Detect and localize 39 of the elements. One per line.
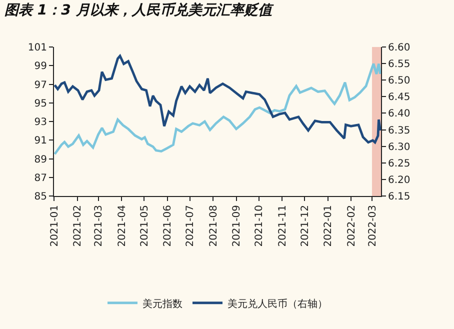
y2-tick-label: 6.60 bbox=[388, 42, 410, 54]
x-tick-label: 2021-11 bbox=[277, 205, 288, 247]
x-tick-label: 2021-10 bbox=[254, 205, 265, 247]
y2-tick-label: 6.50 bbox=[388, 76, 410, 87]
y2-tick-label: 6.45 bbox=[388, 92, 410, 104]
line-series bbox=[54, 54, 381, 144]
y-tick-label: 99 bbox=[34, 61, 47, 72]
y2-tick-label: 6.25 bbox=[388, 158, 410, 170]
x-tick-label: 2022-01 bbox=[323, 205, 334, 247]
x-tick-label: 2022-03 bbox=[367, 205, 378, 247]
y-tick-label: 97 bbox=[34, 80, 47, 91]
x-tick-label: 2021-08 bbox=[208, 205, 220, 247]
chart-title: 图表 1：3 月以来，人民币兑美元汇率贬值 bbox=[4, 2, 274, 19]
x-tick-label: 2021-09 bbox=[232, 205, 242, 247]
y2-tick-label: 6.35 bbox=[388, 125, 410, 136]
y2-tick-label: 6.55 bbox=[388, 59, 410, 70]
y2-tick-label: 6.20 bbox=[388, 174, 410, 186]
x-tick-label: 2021-12 bbox=[300, 205, 311, 247]
y-tick-label: 93 bbox=[34, 117, 47, 128]
y-tick-label: 91 bbox=[34, 136, 47, 147]
x-tick-label: 2022-02 bbox=[346, 205, 358, 247]
y-tick-label: 85 bbox=[34, 192, 47, 202]
x-tick-label: 2021-02 bbox=[72, 205, 84, 247]
legend-label: 美元兑人民币（右轴） bbox=[228, 298, 328, 310]
y-tick-label: 89 bbox=[34, 154, 47, 166]
x-tick-label: 2021-06 bbox=[162, 205, 174, 247]
x-tick-label: 2021-04 bbox=[116, 205, 128, 247]
x-tick-label: 2021-01 bbox=[49, 205, 60, 247]
y-tick-label: 95 bbox=[34, 98, 47, 110]
y-tick-label: 101 bbox=[28, 42, 47, 54]
x-tick-label: 2021-03 bbox=[94, 205, 104, 247]
x-tick-label: 2021-07 bbox=[185, 205, 196, 247]
y-tick-label: 87 bbox=[34, 172, 47, 184]
line-series bbox=[54, 62, 381, 156]
y2-tick-label: 6.40 bbox=[388, 108, 410, 120]
y2-tick-label: 6.30 bbox=[388, 142, 410, 153]
legend-label: 美元指数 bbox=[142, 298, 182, 310]
x-tick-label: 2021-05 bbox=[139, 205, 150, 247]
y2-tick-label: 6.15 bbox=[388, 192, 410, 202]
